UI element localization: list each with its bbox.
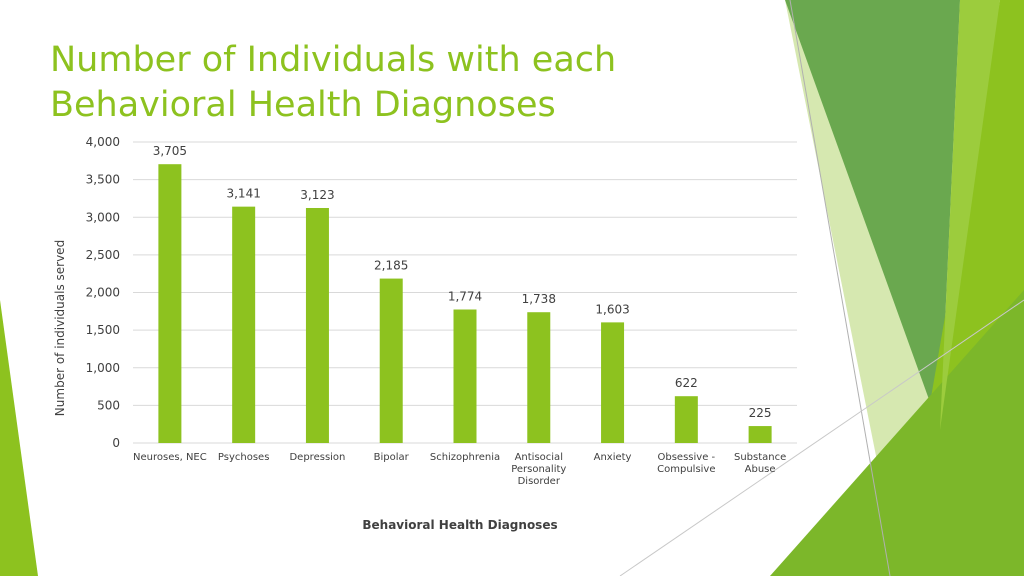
right-green-panel-shade	[940, 0, 1000, 430]
x-tick-label: Neuroses, NEC	[133, 452, 207, 463]
bar	[674, 396, 698, 443]
x-axis-title: Behavioral Health Diagnoses	[362, 518, 557, 532]
bar	[527, 312, 551, 443]
y-tick-label: 1,000	[86, 361, 120, 375]
bar	[453, 309, 477, 443]
x-tick-label: Schizophrenia	[430, 452, 500, 463]
bar	[305, 207, 329, 443]
bar	[748, 426, 772, 443]
left-green-sliver	[0, 300, 38, 576]
x-tick-label: Substance Abuse	[734, 452, 786, 475]
x-tick-label: Obsessive -Compulsive	[657, 452, 715, 475]
x-tick-label: Depression	[289, 452, 345, 463]
data-label: 225	[749, 406, 772, 420]
data-label: 3,141	[226, 187, 260, 201]
y-axis-title: Number of individuals served	[53, 240, 67, 416]
data-label: 3,123	[300, 188, 334, 202]
bar	[379, 278, 403, 443]
bar	[232, 206, 256, 443]
bar	[158, 164, 182, 444]
x-tick-label: Antisocial Personality Disorder	[511, 452, 566, 487]
y-tick-label: 4,000	[86, 135, 120, 149]
decor-line-1	[789, 0, 891, 576]
y-tick-label: 0	[112, 436, 120, 450]
y-tick-label: 3,000	[86, 210, 120, 224]
data-label: 2,185	[374, 259, 408, 273]
x-axis-tick-labels: Neuroses, NEC Psychoses Depression Bipolar S…	[133, 452, 786, 487]
x-tick-label: Psychoses	[218, 452, 270, 463]
y-axis-tick-labels: 0 500 1,000 1,500 2,000 2,500 3,000 3,500 4,000	[86, 135, 120, 450]
right-green-panel-low	[770, 290, 1024, 576]
data-labels: 3,705 3,141 3,123 2,185 1,774 1,738 1,603 622 22…	[153, 144, 772, 420]
slide-title: Number of Individuals with each Behavior…	[50, 40, 617, 125]
bars	[158, 164, 772, 444]
data-label: 1,738	[522, 292, 556, 306]
y-tick-label: 3,500	[86, 173, 120, 187]
y-tick-label: 2,000	[86, 286, 120, 300]
x-tick-label: Bipolar	[374, 452, 410, 463]
data-label: 1,603	[595, 302, 629, 316]
decor-line-2	[619, 299, 1024, 576]
right-green-panel-dark	[785, 0, 960, 430]
y-tick-label: 2,500	[86, 248, 120, 262]
data-label: 1,774	[448, 290, 482, 304]
y-tick-label: 500	[97, 398, 120, 412]
y-tick-label: 1,500	[86, 323, 120, 337]
data-label: 622	[675, 376, 698, 390]
x-tick-label: Anxiety	[594, 452, 632, 463]
data-label: 3,705	[153, 144, 187, 158]
bar	[601, 322, 625, 443]
